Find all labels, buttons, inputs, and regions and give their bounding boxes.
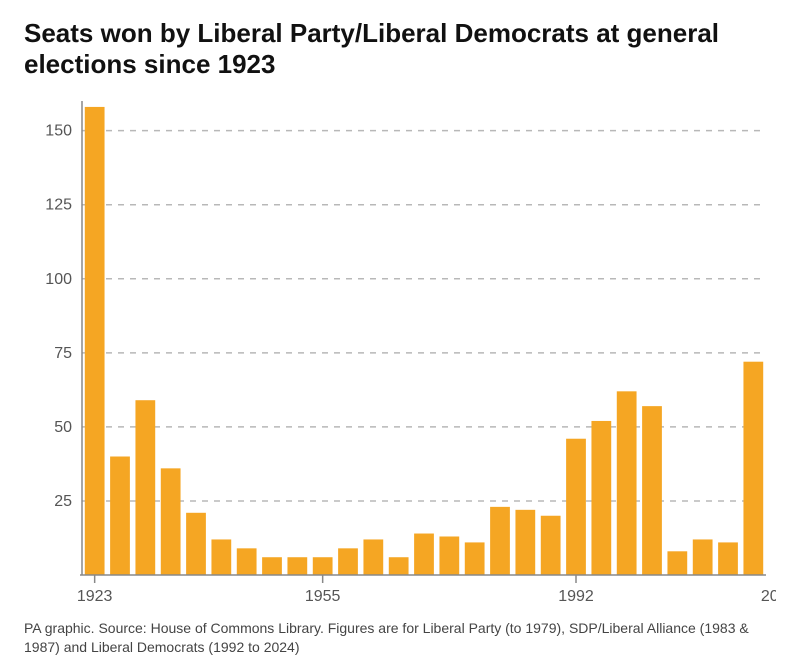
bar [161, 469, 181, 576]
bar [718, 543, 738, 576]
bar [363, 540, 383, 576]
bar [541, 516, 561, 575]
bar [617, 392, 637, 576]
bar [237, 549, 257, 576]
bar [439, 537, 459, 576]
x-tick-label: 1923 [77, 588, 113, 605]
y-tick-label: 150 [45, 123, 72, 140]
y-tick-label: 125 [45, 197, 72, 214]
bar [591, 421, 611, 575]
bar [85, 107, 105, 575]
bar [642, 406, 662, 575]
y-tick-label: 100 [45, 271, 72, 288]
bar [186, 513, 206, 575]
x-tick-label: 1992 [558, 588, 594, 605]
bar [515, 510, 535, 575]
bar [490, 507, 510, 575]
bar [667, 552, 687, 576]
chart-plot-area: 25 50 75 100 125 150 1923 1955 1992 2024 [24, 91, 776, 611]
bar [287, 558, 307, 576]
bar [313, 558, 333, 576]
bar [211, 540, 231, 576]
bar [743, 362, 763, 575]
bar [465, 543, 485, 576]
chart-footnote: PA graphic. Source: House of Commons Lib… [24, 619, 776, 657]
bar [414, 534, 434, 575]
bar [135, 401, 155, 576]
chart-svg: 25 50 75 100 125 150 1923 1955 1992 2024 [24, 91, 776, 611]
bar [389, 558, 409, 576]
bar [110, 457, 130, 576]
chart-container: { "chart": { "type": "bar", "title": "Se… [0, 0, 800, 669]
y-tick-label: 25 [54, 493, 72, 510]
x-tick-label: 2024 [761, 588, 776, 605]
bar [338, 549, 358, 576]
y-tick-label: 50 [54, 419, 72, 436]
chart-title: Seats won by Liberal Party/Liberal Democ… [24, 18, 776, 79]
bar [566, 439, 586, 575]
bar [262, 558, 282, 576]
bar [693, 540, 713, 576]
x-tick-label: 1955 [305, 588, 341, 605]
y-tick-label: 75 [54, 345, 72, 362]
